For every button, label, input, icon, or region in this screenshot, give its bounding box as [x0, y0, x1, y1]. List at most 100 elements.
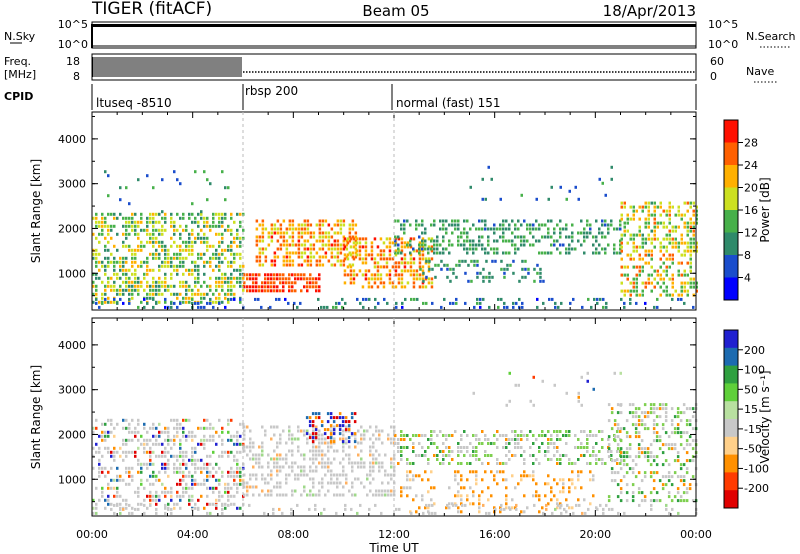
echo-cell [137, 248, 140, 252]
echo-cell [656, 273, 659, 277]
echo-cell [400, 490, 403, 494]
echo-cell [619, 427, 623, 431]
echo-cell [424, 257, 428, 261]
echo-cell [529, 454, 532, 457]
echo-cell [276, 461, 279, 465]
echo-cell [374, 305, 377, 309]
echo-cell [599, 297, 602, 301]
echo-cell [279, 223, 283, 227]
echo-cell [285, 493, 288, 497]
echo-cell [170, 494, 173, 498]
echo-cell [607, 450, 610, 453]
echo-cell [418, 241, 422, 245]
echo-cell [677, 205, 680, 209]
echo-cell [113, 434, 116, 438]
echo-cell [258, 289, 261, 293]
echo-cell [161, 178, 164, 182]
echo-cell [532, 434, 535, 437]
echo-cell [668, 253, 671, 257]
echo-cell [167, 474, 170, 478]
echo-cell [327, 445, 330, 449]
echo-cell [206, 438, 209, 442]
echo-cell [309, 235, 313, 239]
echo-cell [360, 481, 363, 485]
echo-cell [463, 243, 466, 247]
echo-cell [276, 469, 279, 473]
echo-cell [695, 249, 698, 253]
echo-cell [176, 430, 179, 434]
echo-cell [629, 253, 632, 257]
echo-cell [445, 438, 448, 441]
echo-cell [667, 479, 671, 483]
echo-cell [116, 272, 119, 276]
echo-cell [164, 212, 167, 216]
echo-cell [686, 249, 689, 253]
echo-cell [98, 458, 101, 462]
echo-cell [152, 232, 155, 236]
echo-cell [607, 227, 610, 231]
echo-cell [619, 243, 622, 247]
echo-cell [260, 305, 263, 309]
echo-cell [279, 465, 282, 469]
echo-cell [502, 478, 505, 482]
echo-cell [125, 236, 128, 240]
echo-cell [517, 247, 520, 251]
echo-cell [569, 301, 572, 305]
echo-cell [511, 231, 514, 235]
echo-cell [596, 297, 599, 301]
velocity-scatter [92, 371, 698, 515]
echo-cell [512, 301, 515, 305]
echo-cell [475, 446, 478, 449]
echo-cell [194, 482, 197, 486]
echo-cell [264, 289, 267, 293]
echo-cell [267, 465, 270, 469]
echo-cell [243, 433, 246, 437]
echo-cell [188, 272, 191, 276]
echo-cell [155, 478, 158, 482]
beam-label: Beam 05 [362, 2, 429, 20]
echo-cell [372, 461, 375, 465]
echo-cell [643, 415, 647, 419]
echo-cell [634, 463, 638, 467]
echo-cell [350, 507, 353, 511]
echo-cell [116, 216, 119, 220]
echo-cell [281, 511, 284, 515]
echo-cell [119, 474, 122, 478]
echo-cell [673, 443, 677, 447]
echo-cell [303, 273, 306, 277]
echo-cell [692, 277, 695, 281]
echo-cell [577, 395, 580, 399]
echo-cell [122, 224, 125, 228]
echo-cell [161, 430, 164, 434]
echo-cell [484, 438, 487, 441]
echo-cell [182, 430, 185, 434]
echo-cell [218, 252, 221, 256]
echo-cell [665, 245, 668, 249]
echo-cell [312, 247, 316, 251]
echo-cell [324, 473, 327, 477]
echo-cell [384, 453, 387, 457]
echo-cell [288, 433, 291, 437]
echo-cell [294, 477, 297, 481]
echo-cell [339, 223, 343, 227]
echo-cell [309, 251, 313, 255]
echo-cell [607, 231, 610, 235]
echo-cell [598, 458, 601, 461]
echo-cell [682, 403, 686, 407]
echo-cell [366, 473, 369, 477]
echo-cell [128, 268, 131, 272]
echo-cell [335, 511, 338, 515]
echo-cell [568, 462, 571, 465]
echo-cell [327, 469, 330, 473]
echo-cell [442, 227, 445, 231]
echo-cell [236, 268, 239, 272]
echo-cell [431, 511, 434, 515]
echo-cell [430, 239, 433, 243]
echo-cell [451, 243, 454, 247]
echo-cell [209, 264, 212, 268]
echo-cell [650, 507, 653, 511]
echo-cell [323, 432, 327, 436]
echo-cell [686, 241, 689, 245]
echo-cell [668, 511, 671, 515]
echo-cell [170, 438, 173, 442]
